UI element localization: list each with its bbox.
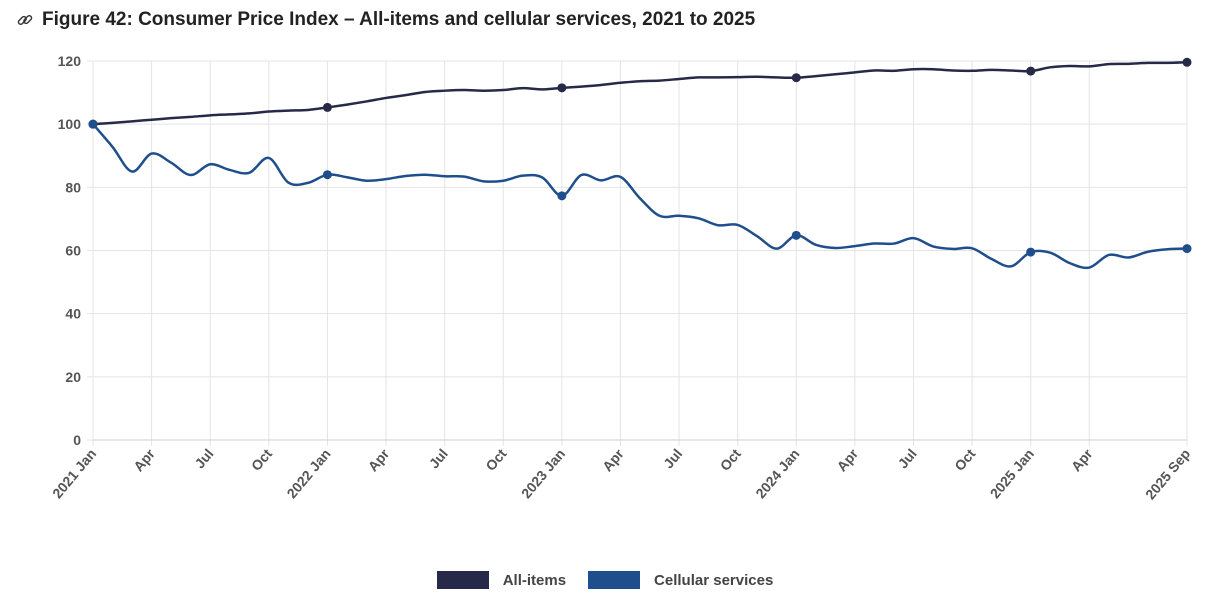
x-tick-label: Oct xyxy=(951,445,978,473)
legend-label: Cellular services xyxy=(654,571,774,589)
data-point xyxy=(88,119,98,129)
x-tick-label: 2025 Sep xyxy=(1142,446,1193,503)
y-tick-label: 100 xyxy=(58,116,82,132)
line-chart: 0 20 40 60 80 100 120 2021 Jan Apr Jul Oct 2022 Jan… xyxy=(49,53,1193,503)
x-tick-label: Oct xyxy=(717,445,744,473)
x-tick-label: Apr xyxy=(599,445,627,474)
y-tick-label: 40 xyxy=(65,306,81,322)
link-icon[interactable] xyxy=(16,11,34,29)
x-tick-label: Apr xyxy=(1068,445,1096,474)
y-tick-label: 120 xyxy=(58,53,82,69)
x-tick-label: Apr xyxy=(130,445,158,474)
series-line-cellular-services xyxy=(92,123,1188,270)
data-point xyxy=(791,230,801,240)
legend-label: All-items xyxy=(502,571,567,589)
x-tick-label: Jul xyxy=(191,446,216,472)
series-line-all-items xyxy=(92,61,1188,126)
x-tick-label: Jul xyxy=(660,446,685,472)
chart-title: Figure 42: Consumer Price Index – All-it… xyxy=(16,9,755,31)
data-point xyxy=(1182,57,1192,67)
legend: All-items Cellular services xyxy=(0,571,1210,589)
data-point xyxy=(557,83,567,93)
x-tick-label: 2022 Jan xyxy=(283,446,333,502)
x-tick-label: Jul xyxy=(895,446,920,472)
y-tick-label: 0 xyxy=(73,432,81,448)
legend-item-all-items[interactable]: All-items xyxy=(436,571,567,589)
data-point xyxy=(322,170,332,180)
data-point xyxy=(322,102,332,112)
data-point xyxy=(791,73,801,83)
legend-swatch xyxy=(588,571,641,589)
y-tick-label: 60 xyxy=(65,243,81,259)
x-tick-label: Oct xyxy=(248,445,275,473)
x-tick-label: Jul xyxy=(426,446,451,472)
data-point xyxy=(1182,244,1192,254)
y-tick-label: 20 xyxy=(65,369,81,385)
x-tick-label: Apr xyxy=(833,445,861,474)
legend-item-cellular-services[interactable]: Cellular services xyxy=(588,571,773,589)
x-tick-label: Apr xyxy=(365,445,393,474)
data-point xyxy=(1026,66,1036,76)
x-tick-label: 2025 Jan xyxy=(987,446,1037,502)
x-tick-label: Oct xyxy=(482,445,509,473)
y-tick-label: 80 xyxy=(65,179,81,195)
data-point xyxy=(1026,247,1036,257)
legend-swatch xyxy=(436,571,489,589)
x-tick-label: 2021 Jan xyxy=(49,446,99,502)
chart-title-text: Figure 42: Consumer Price Index – All-it… xyxy=(42,9,756,30)
x-tick-label: 2023 Jan xyxy=(518,446,568,502)
x-tick-label: 2024 Jan xyxy=(752,446,802,502)
data-point xyxy=(557,191,567,201)
